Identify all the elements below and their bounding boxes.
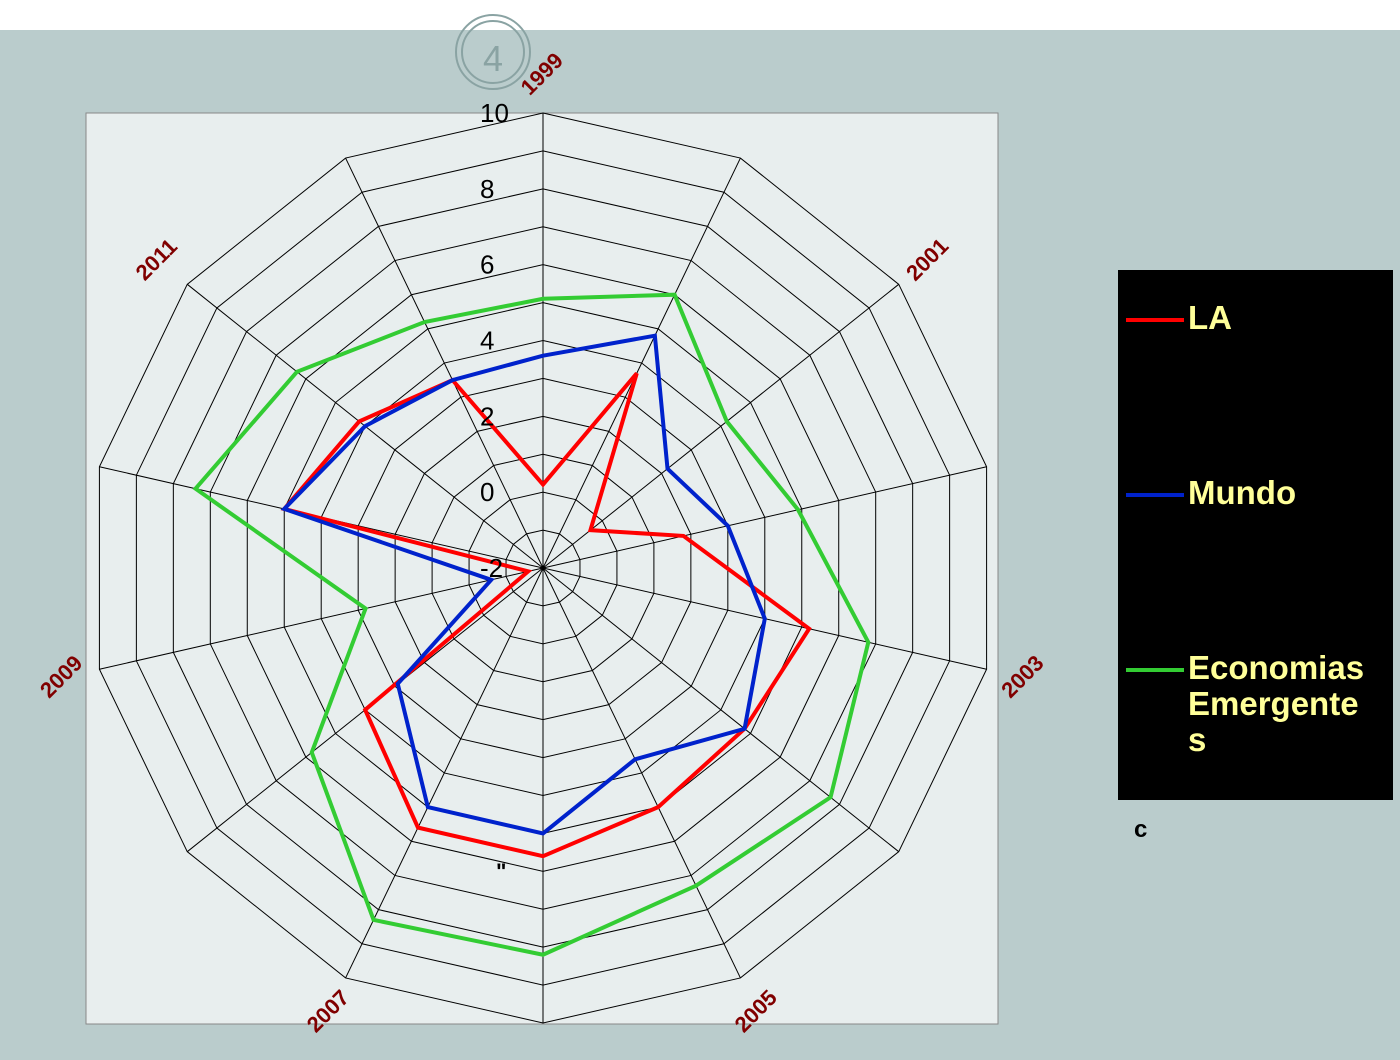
grid-spoke [542, 567, 741, 979]
legend-swatch [1126, 668, 1184, 672]
legend-swatch [1126, 318, 1184, 322]
series-line-economias [192, 292, 871, 957]
radial-tick-label: 8 [480, 174, 494, 204]
series-layer [192, 292, 871, 957]
radial-tick-label: 2 [480, 401, 494, 431]
page-number-ring-inner [461, 20, 525, 84]
legend-label: LA [1188, 299, 1232, 336]
category-label: 2003 [996, 650, 1048, 702]
stray-label: " [496, 859, 506, 884]
legend-note: c [1134, 816, 1148, 843]
series-line-la [280, 371, 812, 859]
radial-tick-label: 6 [480, 250, 494, 280]
grid-spoke [542, 283, 900, 569]
page-number: 4 [483, 38, 503, 79]
category-label: 2009 [35, 650, 87, 702]
radial-tick-labels: 10 8 6 4 2 0 -2 [480, 98, 509, 583]
legend-swatch [1126, 493, 1184, 497]
grid-spoke [345, 567, 544, 979]
page-number-ring-outer [455, 14, 531, 90]
radial-tick-label: 0 [480, 477, 494, 507]
grid-spoke [542, 466, 987, 569]
radial-tick-label: -2 [480, 553, 503, 583]
series-line-mundo [280, 333, 767, 836]
grid-spoke [345, 157, 544, 569]
top-strip [0, 0, 1400, 30]
grid-spoke [542, 567, 900, 853]
grid-spoke [99, 567, 544, 670]
legend-label: Mundo [1188, 474, 1297, 511]
legend: LA Mundo Economias Emergente s [1118, 270, 1393, 800]
legend-label: Economias Emergente s [1188, 649, 1365, 758]
radial-tick-label: 4 [480, 326, 494, 356]
radial-tick-label: 10 [480, 98, 509, 128]
grid-spoke [542, 157, 741, 569]
